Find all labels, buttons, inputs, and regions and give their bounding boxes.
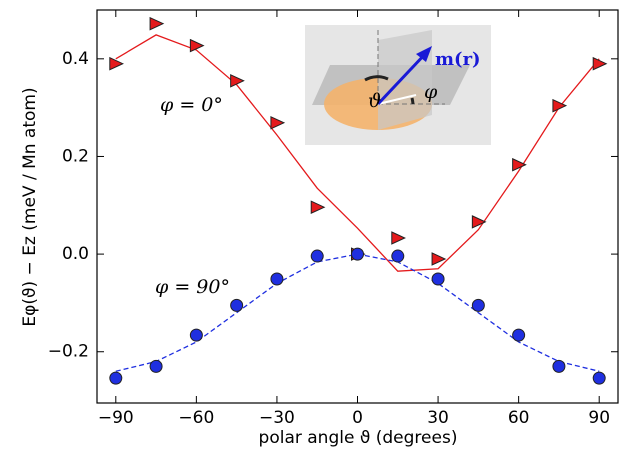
x-tick-label: −30 <box>259 408 295 428</box>
point <box>149 16 165 31</box>
x-tick-label: −60 <box>178 408 214 428</box>
point <box>109 371 123 385</box>
inset-vector <box>376 50 429 106</box>
point <box>512 328 526 342</box>
inset-vector-label: m(r) <box>435 49 481 70</box>
point <box>351 247 364 261</box>
y-tick-label: 0.2 <box>62 146 89 166</box>
point <box>149 359 163 373</box>
inset-arc <box>364 75 389 82</box>
point <box>391 231 406 245</box>
point <box>431 272 445 286</box>
annotation: φ = 90° <box>155 276 230 298</box>
point <box>391 249 405 263</box>
inset-projection <box>377 94 417 105</box>
point <box>552 98 568 113</box>
point <box>471 215 487 229</box>
inset-plane-v <box>378 30 432 130</box>
y-tick-label: 0.4 <box>62 49 89 69</box>
y-axis-label: Eφ(ϑ) − Ez (meV / Mn atom) <box>20 87 40 326</box>
point <box>512 157 527 172</box>
x-tick-label: 30 <box>427 408 449 428</box>
point <box>310 249 324 263</box>
point <box>230 298 244 312</box>
plot-frame <box>96 9 619 404</box>
point <box>552 359 566 373</box>
point <box>109 56 124 71</box>
x-tick-label: 0 <box>352 408 363 428</box>
point <box>270 115 286 130</box>
point <box>592 371 606 385</box>
y-tick-label: 0.0 <box>62 244 89 264</box>
x-axis-label: polar angle ϑ (degrees) <box>259 428 458 448</box>
y-tick-label: −0.2 <box>48 342 89 362</box>
point <box>189 38 205 53</box>
point <box>592 56 608 71</box>
point <box>431 252 447 266</box>
x-tick-label: −90 <box>98 408 134 428</box>
point <box>471 298 485 312</box>
x-tick-label: 60 <box>508 408 530 428</box>
annotation: φ = 0° <box>160 94 223 116</box>
fit-line <box>115 34 600 272</box>
fit-line <box>115 253 600 372</box>
point <box>189 328 203 342</box>
inset-azimuth-label: φ <box>424 81 438 103</box>
inset-arc <box>410 97 415 105</box>
point <box>270 272 284 286</box>
point <box>310 200 326 215</box>
point <box>230 74 245 88</box>
x-tick-label: 90 <box>588 408 610 428</box>
inset-polar-label: ϑ <box>368 90 382 112</box>
inset: m(r) ϑ φ <box>305 25 491 145</box>
inset-arrowhead <box>416 46 432 62</box>
